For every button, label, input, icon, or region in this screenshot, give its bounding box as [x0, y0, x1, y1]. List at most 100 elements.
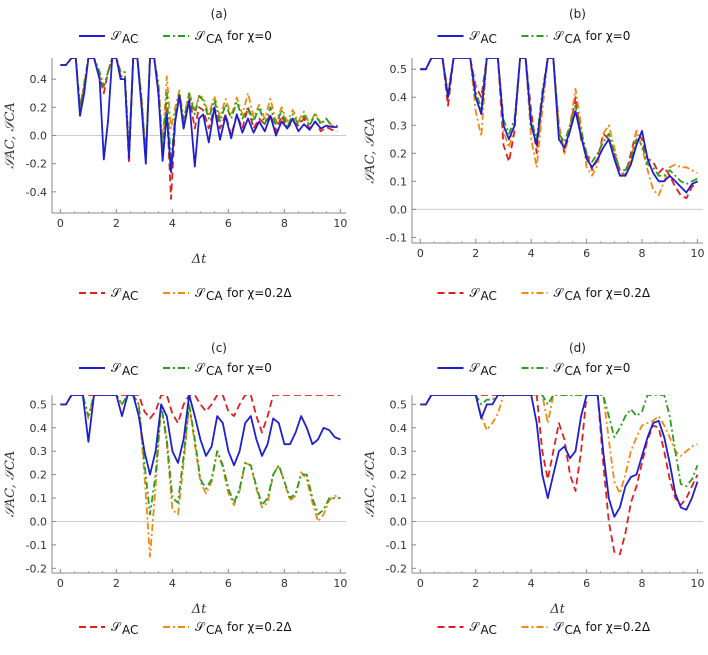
legend-label-ca: 𝒮 — [554, 29, 565, 43]
y-tick-label: 0.2 — [30, 101, 48, 114]
legend-label-ca: 𝒮 — [195, 620, 206, 634]
x-tick-label: 4 — [169, 577, 176, 590]
legend-label-ac: 𝒮 — [470, 361, 481, 375]
legend-sub-ac: AC — [481, 289, 497, 303]
y-tick-label: 0.0 — [390, 515, 408, 528]
legend-row-bottom-1: 𝒮 AC 𝒮 CA for χ=0.2Δ — [437, 286, 651, 303]
y-tick-label: -0.1 — [386, 539, 407, 552]
series-group — [60, 58, 338, 200]
y-tick-label: 0.0 — [30, 130, 48, 143]
x-axis-label: Δt — [191, 252, 207, 267]
y-tick-label: 0.0 — [390, 203, 408, 216]
legend-sub-ac: AC — [481, 32, 497, 46]
y-tick-label: 0.5 — [30, 398, 48, 411]
series-line-s-ca-chi02 — [420, 395, 698, 495]
x-tick-label: 6 — [583, 247, 590, 260]
legend-label-ca: 𝒮 — [195, 29, 206, 43]
y-tick-label: 0.2 — [390, 147, 408, 160]
y-tick-label: 0.1 — [30, 492, 48, 505]
legend-row-top-1: 𝒮 AC 𝒮 CA for χ=0 — [437, 29, 631, 46]
legend-sub-ac: AC — [122, 623, 138, 637]
x-tick-label: 0 — [57, 577, 64, 590]
y-tick-label: 0.4 — [390, 91, 408, 104]
y-tick-label: -0.2 — [26, 158, 47, 171]
legend-row-top-3: 𝒮 AC 𝒮 CA for χ=0 — [437, 361, 631, 378]
legend-row-top-2: 𝒮 AC 𝒮 CA for χ=0 — [79, 361, 272, 378]
x-tick-label: 10 — [690, 247, 704, 260]
series-line-s-ca-chi0 — [60, 395, 341, 516]
x-tick-label: 0 — [57, 217, 64, 230]
legend-sub-ac: AC — [481, 364, 497, 378]
series-line-s-ca-chi0 — [60, 58, 338, 165]
y-tick-label: -0.1 — [386, 231, 407, 244]
x-tick-label: 8 — [639, 577, 646, 590]
legend-sub-ca: CA — [206, 289, 223, 303]
y-tick-label: 0.5 — [390, 63, 408, 76]
x-tick-label: 6 — [583, 577, 590, 590]
x-axis-label: Δt — [191, 602, 207, 617]
y-axis-label: 𝒮AC, 𝒮CA — [3, 451, 18, 518]
series-line-s-ac-chi0 — [420, 58, 698, 194]
panel-b: 0 2 4 6 8 10 -0.1 0.0 0.1 0.2 0.3 0.4 0.5 𝒮AC, 𝒮CA (b)… — [363, 7, 704, 303]
y-axis-label: 𝒮AC, 𝒮CA — [3, 102, 18, 169]
legend-label-ac: 𝒮 — [470, 286, 481, 300]
legend-condition: for χ=0 — [586, 361, 631, 375]
x-tick-label: 6 — [225, 577, 232, 590]
legend-label-ac: 𝒮 — [470, 29, 481, 43]
y-tick-label: 0.3 — [390, 119, 408, 132]
x-tick-label: 2 — [113, 577, 120, 590]
y-tick-label: 0.3 — [390, 445, 408, 458]
x-tick-label: 0 — [417, 247, 424, 260]
legend-label-ca: 𝒮 — [554, 620, 565, 634]
y-tick-label: 0.1 — [390, 175, 408, 188]
legend-condition: for χ=0 — [586, 29, 631, 43]
legend-sub-ac: AC — [122, 32, 138, 46]
x-tick-label: 2 — [472, 577, 479, 590]
legend-label-ac: 𝒮 — [111, 29, 122, 43]
legend-label-ac: 𝒮 — [111, 361, 122, 375]
series-line-s-ca-chi02 — [60, 395, 341, 558]
x-tick-label: 4 — [169, 217, 176, 230]
legend-condition: for χ=0.2Δ — [227, 286, 292, 300]
legend-label-ac: 𝒮 — [111, 620, 122, 634]
legend-label-ca: 𝒮 — [554, 286, 565, 300]
series-line-s-ac-chi0 — [60, 395, 341, 476]
y-tick-label: -0.2 — [386, 562, 407, 575]
y-axis-label: 𝒮AC, 𝒮CA — [363, 117, 378, 184]
legend-label-ca: 𝒮 — [195, 286, 206, 300]
x-tick-label: 8 — [281, 217, 288, 230]
legend-sub-ca: CA — [206, 32, 223, 46]
legend-sub-ca: CA — [565, 364, 582, 378]
legend-sub-ca: CA — [565, 623, 582, 637]
series-group — [420, 58, 699, 200]
legend-condition: for χ=0 — [227, 361, 272, 375]
y-tick-label: -0.2 — [26, 562, 47, 575]
series-line-s-ac-chi02 — [420, 395, 699, 556]
panel-c: 0 2 4 6 8 10 -0.2 -0.1 0.0 0.1 0.2 0.3 0.4 0.5 Δt 𝒮AC, … — [3, 341, 347, 637]
legend-condition: for χ=0.2Δ — [227, 620, 292, 634]
x-tick-label: 2 — [113, 217, 120, 230]
legend-row-bottom-3: 𝒮 AC 𝒮 CA for χ=0.2Δ — [437, 620, 651, 637]
series-line-s-ca-chi0 — [420, 395, 699, 488]
legend-condition: for χ=0.2Δ — [586, 620, 651, 634]
x-tick-label: 10 — [333, 217, 347, 230]
x-tick-label: 6 — [225, 217, 232, 230]
y-tick-label: 0.5 — [390, 398, 408, 411]
panel-label: (a) — [211, 7, 228, 21]
panel-label: (b) — [569, 7, 586, 21]
x-tick-label: 2 — [472, 247, 479, 260]
legend-sub-ac: AC — [122, 364, 138, 378]
series-group — [60, 395, 341, 558]
legend-sub-ca: CA — [206, 623, 223, 637]
x-tick-label: 10 — [690, 577, 704, 590]
x-tick-label: 8 — [639, 247, 646, 260]
y-tick-label: 0.4 — [30, 422, 48, 435]
y-tick-label: 0.4 — [390, 422, 408, 435]
legend-sub-ca: CA — [565, 289, 582, 303]
legend-label-ac: 𝒮 — [470, 620, 481, 634]
legend-row-top-0: 𝒮 AC 𝒮 CA for χ=0 — [79, 29, 272, 46]
x-tick-label: 4 — [528, 577, 535, 590]
legend-condition: for χ=0.2Δ — [586, 286, 651, 300]
